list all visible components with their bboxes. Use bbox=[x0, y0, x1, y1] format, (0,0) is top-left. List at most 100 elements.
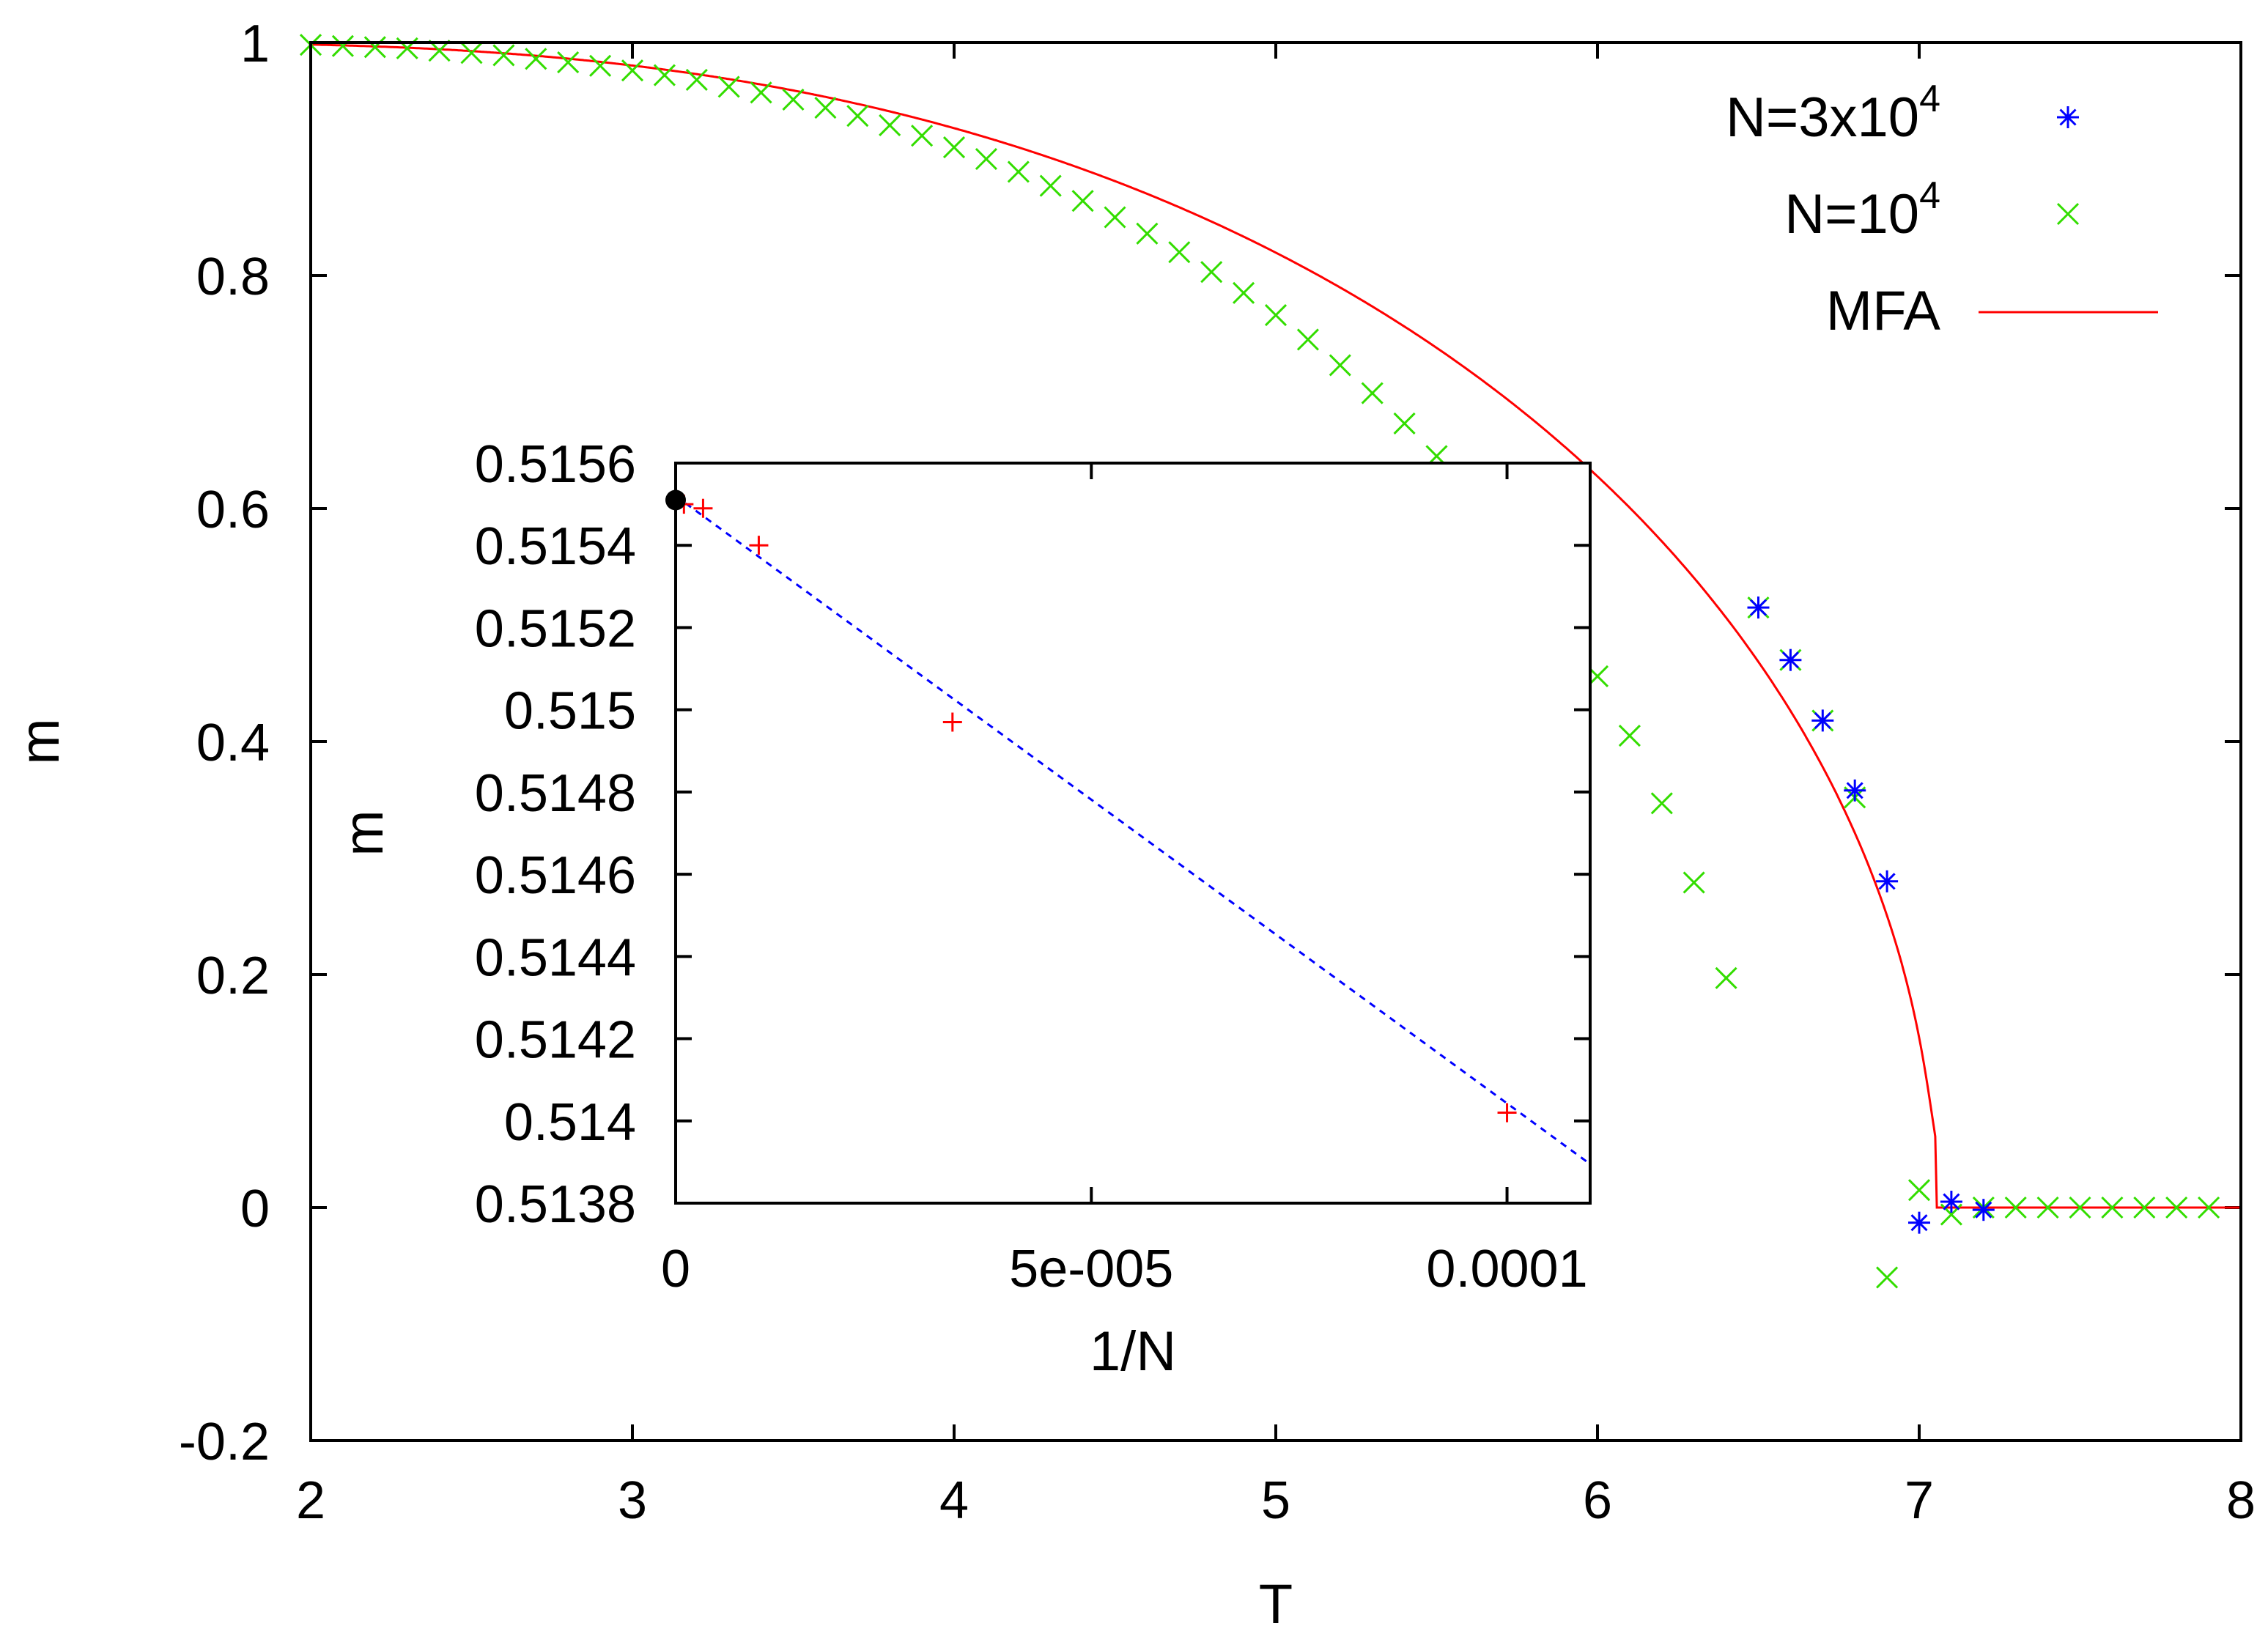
main-plot-frame bbox=[309, 41, 2242, 1442]
main-tick-labels: 2 3 4 5 6 7 8 -0.2 0 0.2 0.4 0.6 0.8 1 bbox=[179, 15, 2256, 1530]
inset-y-axis-label: m bbox=[333, 810, 395, 856]
data-point-n1e4 bbox=[1168, 241, 1191, 264]
main-y-tick-label: 0.6 bbox=[196, 481, 270, 539]
data-point-n1e4 bbox=[557, 51, 580, 74]
inset-y-tick-label: 0.5142 bbox=[475, 1011, 636, 1070]
main-x-tick-label: 7 bbox=[1905, 1471, 1934, 1530]
data-point-n1e4 bbox=[2004, 1196, 2027, 1219]
inset-plot-frame bbox=[674, 462, 1592, 1205]
data-point-n3e4 bbox=[1908, 1211, 1930, 1234]
inset-y-tick-label: 0.5138 bbox=[475, 1175, 636, 1234]
main-x-tick-label: 8 bbox=[2226, 1471, 2256, 1530]
data-point-n1e4 bbox=[2069, 1196, 2091, 1219]
data-point-n1e4 bbox=[2101, 1196, 2124, 1219]
data-point-n1e4 bbox=[525, 48, 547, 70]
data-point-n1e4 bbox=[1200, 261, 1223, 284]
inset-x-tick-label: 0 bbox=[661, 1240, 690, 1298]
legend-label-n1e4: N=104 bbox=[1784, 174, 1940, 245]
inset-y-tick-label: 0.5148 bbox=[475, 764, 636, 823]
data-point-n1e4 bbox=[2036, 1196, 2059, 1219]
data-point-n1e4 bbox=[717, 75, 740, 98]
data-point-n1e4 bbox=[1907, 1179, 1931, 1202]
data-point-n3e4 bbox=[1747, 596, 1770, 619]
inset-y-tick-label: 0.5156 bbox=[475, 435, 636, 494]
main-x-tick-label: 3 bbox=[618, 1471, 647, 1530]
data-point-n3e4 bbox=[1779, 648, 1802, 671]
inset-y-tick-label: 0.5154 bbox=[475, 517, 636, 576]
legend-label-n3e4: N=3x104 bbox=[1726, 78, 1940, 149]
data-point-n1e4 bbox=[975, 147, 997, 171]
data-point-n1e4 bbox=[1233, 281, 1255, 304]
main-x-tick-label: 5 bbox=[1261, 1471, 1290, 1530]
legend-marker-n3e4 bbox=[2057, 106, 2079, 128]
data-point-n1e4 bbox=[1876, 1266, 1899, 1289]
inset-y-tick-label: 0.515 bbox=[504, 682, 636, 741]
data-point-n1e4 bbox=[1071, 190, 1094, 212]
inset-y-tick-label: 0.5146 bbox=[475, 846, 636, 905]
data-point-n1e4 bbox=[460, 42, 483, 64]
data-point-n1e4 bbox=[1264, 303, 1288, 327]
main-x-tick-label: 4 bbox=[939, 1471, 969, 1530]
data-point-n3e4 bbox=[1940, 1191, 1962, 1213]
data-point-n1e4 bbox=[1329, 354, 1351, 377]
data-point-n1e4 bbox=[879, 114, 901, 136]
inset-data-point bbox=[1497, 1103, 1517, 1123]
data-point-n3e4 bbox=[1876, 870, 1899, 892]
inset-x-axis-label: 1/N bbox=[1090, 1320, 1176, 1383]
inset-fit-line bbox=[675, 495, 1591, 1165]
data-point-n1e4 bbox=[1007, 160, 1030, 183]
data-point-n1e4 bbox=[589, 54, 612, 77]
inset-plot: 0 5e-005 0.0001 0.5156 0.5154 0.5152 0.515 0.51… bbox=[333, 435, 1592, 1383]
data-point-n1e4 bbox=[492, 44, 515, 67]
main-x-axis-label: T bbox=[1259, 1573, 1293, 1634]
main-y-tick-label: 1 bbox=[240, 15, 270, 73]
inset-x-tick-label: 5e-005 bbox=[1009, 1240, 1173, 1298]
data-point-n1e4 bbox=[1296, 328, 1319, 351]
legend-label-n1e4-base: N=10 bbox=[1784, 183, 1919, 245]
mfa-line bbox=[311, 43, 2241, 1209]
data-point-n1e4 bbox=[846, 105, 869, 127]
data-point-n1e4 bbox=[653, 64, 676, 86]
main-y-tick-label: 0.8 bbox=[196, 248, 270, 306]
inset-data-point bbox=[942, 712, 962, 732]
data-point-n1e4 bbox=[2198, 1196, 2220, 1219]
data-point-n3e4 bbox=[1972, 1199, 1995, 1221]
data-point-n1e4 bbox=[2165, 1196, 2188, 1219]
data-point-n1e4 bbox=[363, 36, 386, 59]
data-point-n1e4 bbox=[911, 125, 934, 147]
data-point-n1e4 bbox=[1682, 871, 1705, 894]
legend-label-n3e4-base: N=3x10 bbox=[1726, 86, 1919, 149]
inset-tick-labels: 0 5e-005 0.0001 0.5156 0.5154 0.5152 0.515 0.51… bbox=[475, 435, 1588, 1298]
main-y-tick-label: -0.2 bbox=[179, 1413, 270, 1471]
main-y-tick-label: 0 bbox=[240, 1180, 270, 1238]
data-point-n1e4 bbox=[2133, 1196, 2156, 1219]
data-point-n1e4 bbox=[1650, 792, 1673, 815]
inset-y-tick-label: 0.5152 bbox=[475, 599, 636, 658]
inset-y-tick-label: 0.514 bbox=[504, 1093, 636, 1152]
legend-label-n3e4-sup: 4 bbox=[1919, 78, 1940, 120]
data-point-n1e4 bbox=[1039, 174, 1062, 197]
main-x-tick-label: 6 bbox=[1583, 1471, 1612, 1530]
inset-y-tick-label: 0.5144 bbox=[475, 928, 636, 987]
data-point-n1e4 bbox=[1393, 412, 1416, 435]
legend-x-icon bbox=[2056, 202, 2080, 226]
main-plot: 2 3 4 5 6 7 8-0.200.20.40.60.81 T m N=3x104 N=… bbox=[9, 15, 2256, 1634]
data-point-n1e4 bbox=[1136, 222, 1159, 245]
data-point-n1e4 bbox=[942, 136, 966, 159]
data-point-n1e4 bbox=[1618, 724, 1641, 747]
data-point-n1e4 bbox=[1361, 382, 1384, 404]
legend-label-n1e4-sup: 4 bbox=[1919, 174, 1940, 217]
legend-label-mfa: MFA bbox=[1826, 280, 1941, 342]
inset-x-tick-label: 0.0001 bbox=[1426, 1240, 1587, 1298]
main-y-tick-label: 0.2 bbox=[196, 947, 270, 1005]
data-point-n1e4 bbox=[1715, 966, 1737, 989]
data-point-n1e4 bbox=[1104, 206, 1126, 229]
main-y-tick-label: 0.4 bbox=[196, 714, 270, 772]
data-point-n3e4 bbox=[1844, 779, 1866, 802]
inset-data-point bbox=[693, 498, 713, 518]
legend: N=3x104 N=104 MFA bbox=[1726, 78, 2158, 342]
main-x-tick-label: 2 bbox=[296, 1471, 325, 1530]
legend-star-icon bbox=[2057, 106, 2079, 128]
data-point-n3e4 bbox=[1811, 709, 1834, 732]
